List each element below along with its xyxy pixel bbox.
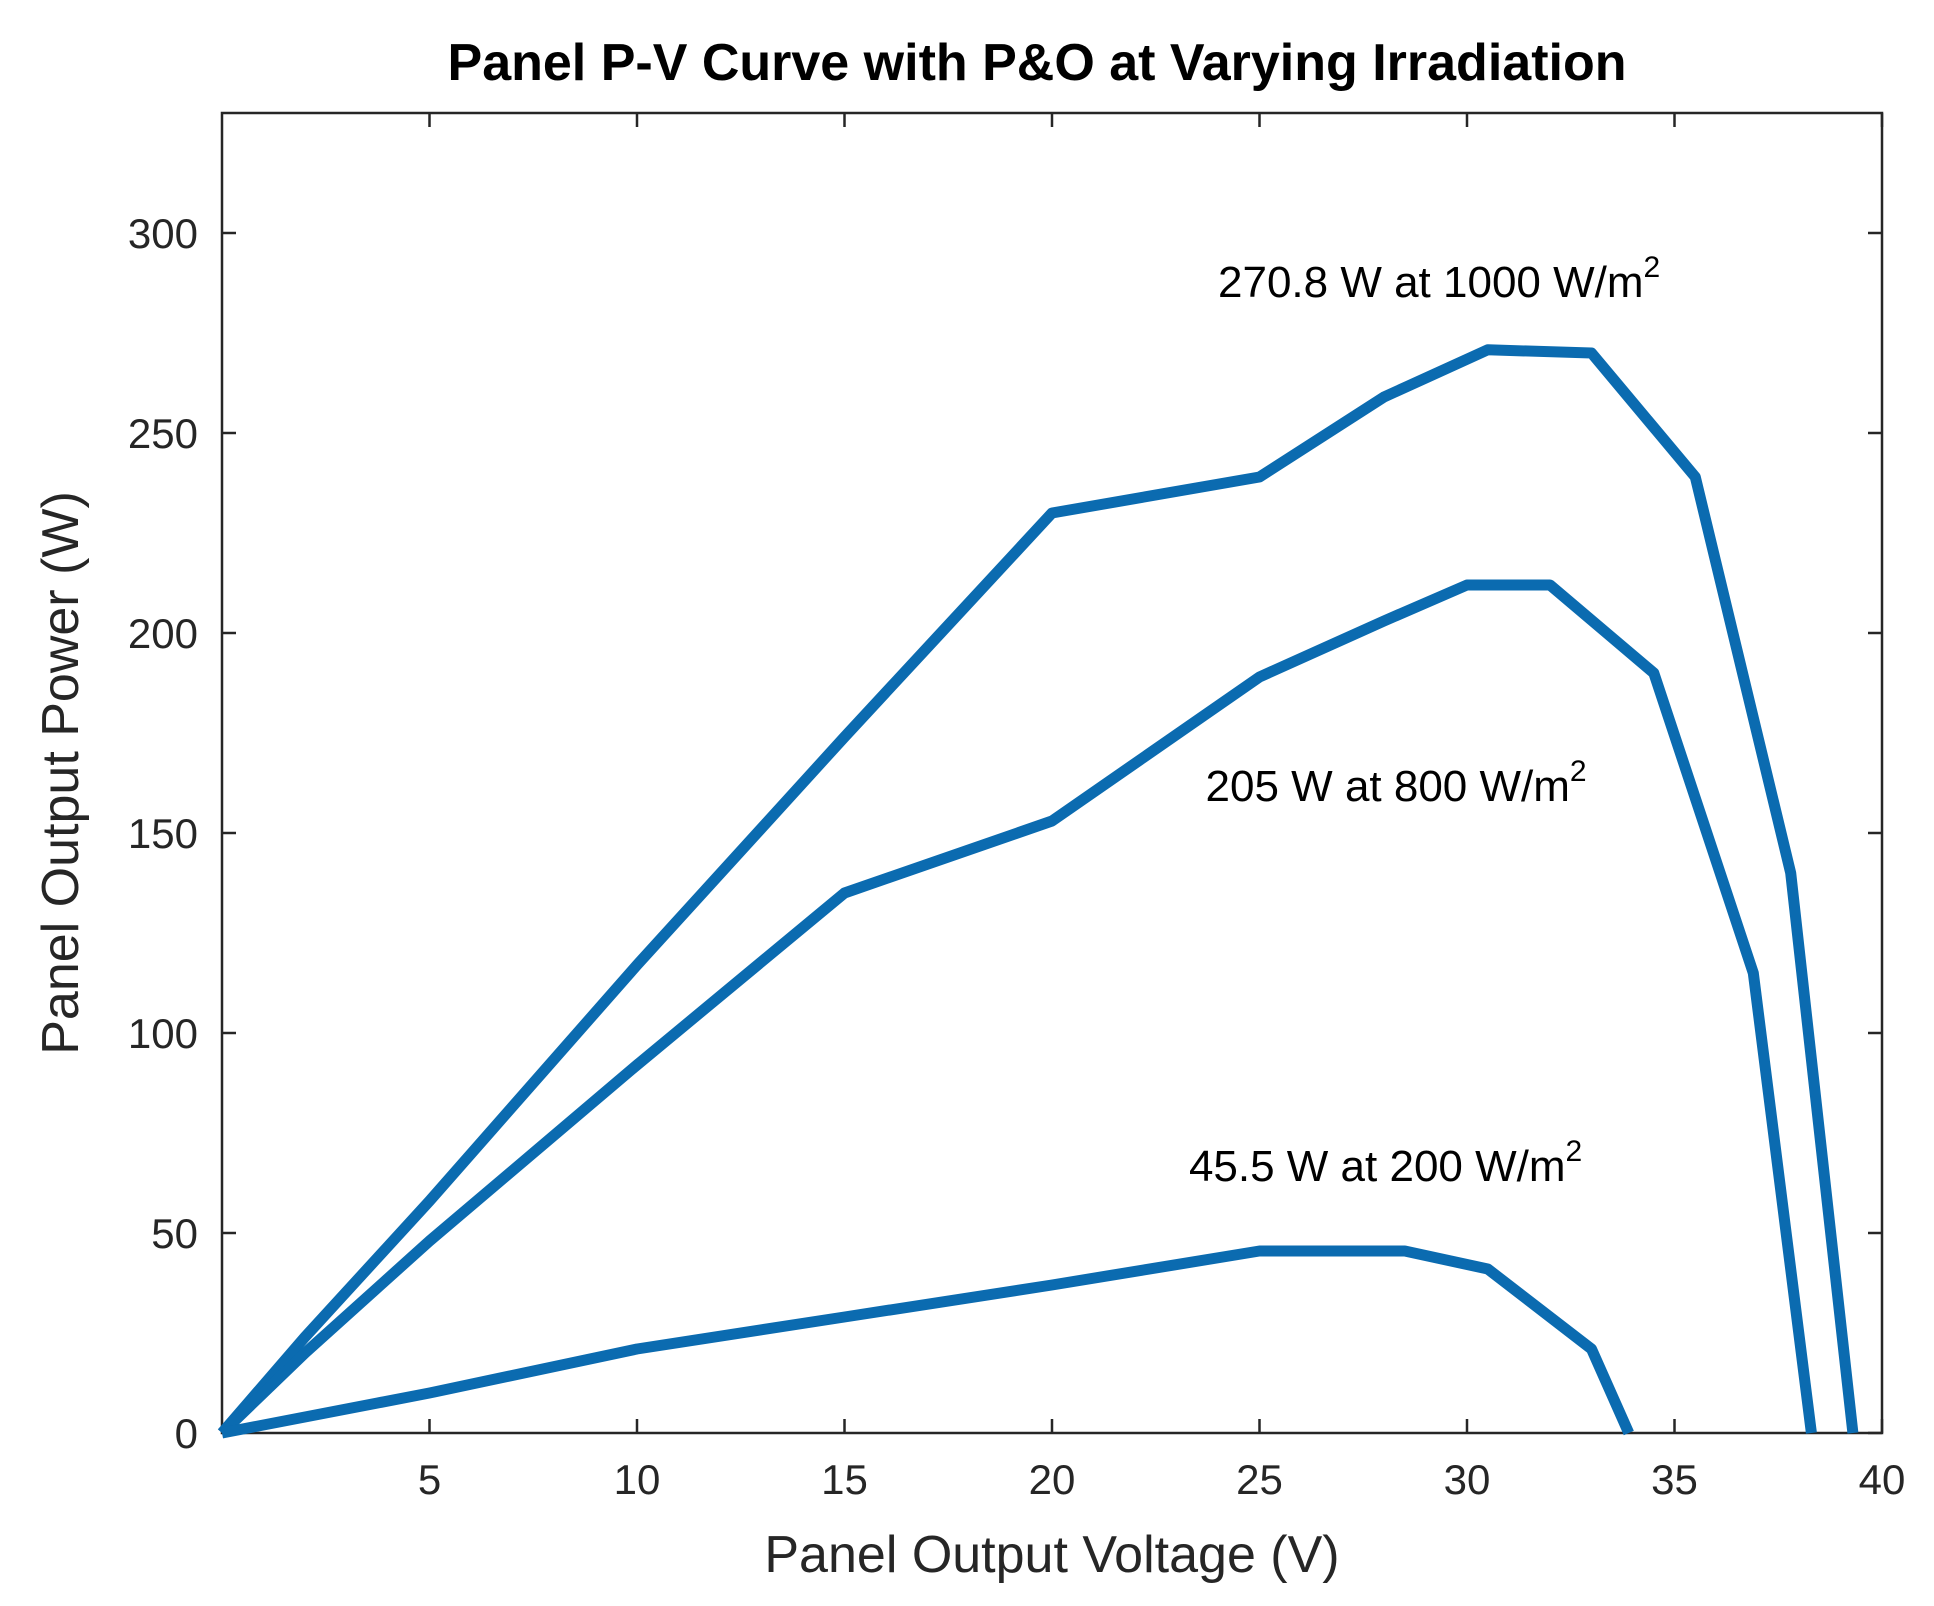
x-tick-label: 30 [1444, 1456, 1491, 1503]
plot-area [220, 111, 1884, 1435]
annotation-label: 270.8 W at 1000 W/m2 [1218, 251, 1660, 307]
y-axis-label: Panel Output Power (W) [32, 491, 90, 1055]
x-tick-label: 20 [1029, 1456, 1076, 1503]
y-tick-label: 150 [128, 810, 198, 857]
x-tick-label: 35 [1651, 1456, 1698, 1503]
annotation-text: 270.8 W at 1000 W/m [1218, 258, 1644, 307]
y-tick-label: 300 [128, 210, 198, 257]
y-tick-label: 250 [128, 410, 198, 457]
annotation-text: 205 W at 800 W/m [1206, 762, 1570, 811]
x-tick-label: 25 [1236, 1456, 1283, 1503]
series-lines [217, 344, 1859, 1439]
annotation-text: 45.5 W at 200 W/m [1189, 1142, 1566, 1191]
annotation-superscript: 2 [1566, 1135, 1583, 1168]
x-tick-label: 10 [614, 1456, 661, 1503]
chart-title: Panel P-V Curve with P&O at Varying Irra… [448, 34, 1627, 92]
x-tick-label: 5 [418, 1456, 441, 1503]
series-line-3 [220, 1245, 1634, 1439]
y-tick-label: 50 [151, 1210, 198, 1257]
y-tick-label: 100 [128, 1010, 198, 1057]
x-tick-label: 15 [821, 1456, 868, 1503]
annotation-label: 45.5 W at 200 W/m2 [1189, 1135, 1582, 1191]
series-line-1 [217, 344, 1859, 1437]
y-tick-label: 200 [128, 610, 198, 657]
y-tick-label: 0 [175, 1410, 198, 1457]
x-tick-label: 40 [1859, 1456, 1906, 1503]
axis-ticks: 5 10 15 20 25 30 35 40 0 50 100 150 200 250 300 [128, 113, 1905, 1503]
series-line-2 [218, 579, 1817, 1437]
annotation-superscript: 2 [1644, 251, 1661, 284]
x-axis-label: Panel Output Voltage (V) [764, 1526, 1339, 1584]
annotation-label: 205 W at 800 W/m2 [1206, 755, 1587, 811]
annotation-superscript: 2 [1570, 755, 1587, 788]
